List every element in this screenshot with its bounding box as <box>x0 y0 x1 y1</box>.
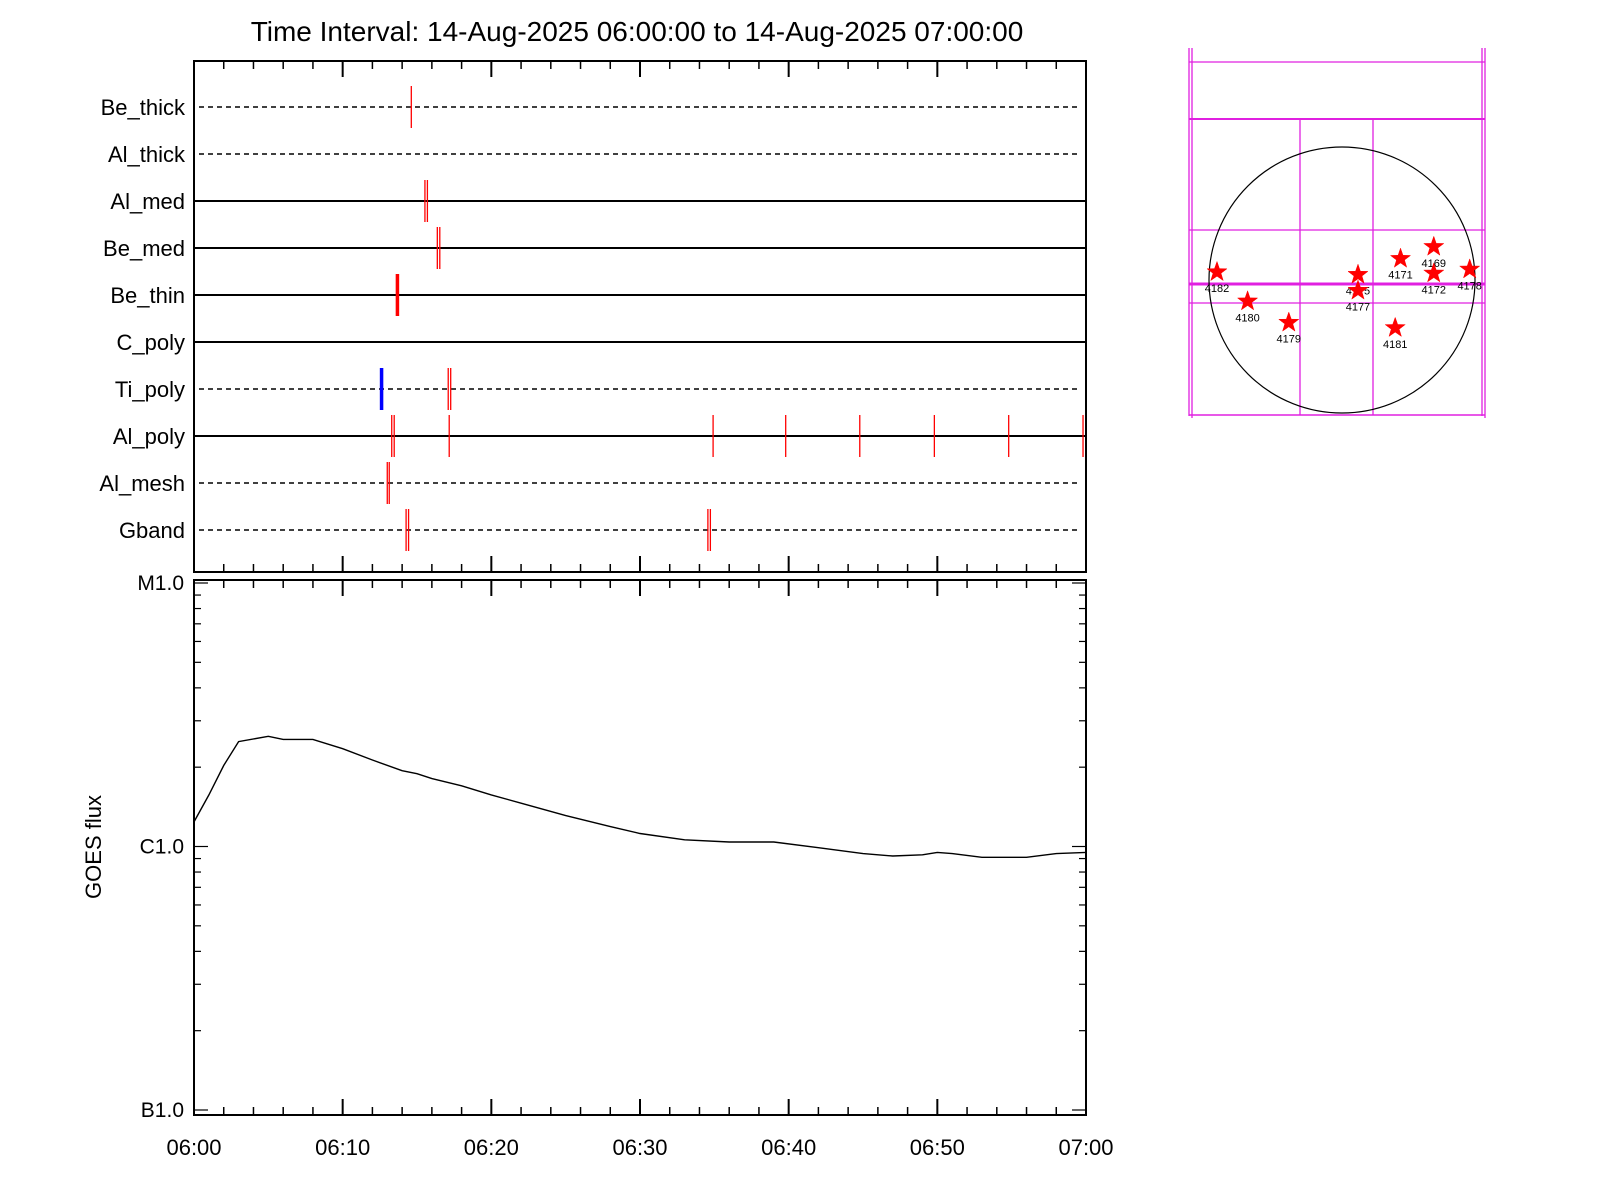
goes-y-tick-label: B1.0 <box>141 1099 184 1122</box>
region-label-4179: 4179 <box>1277 334 1301 346</box>
chart-title: Time Interval: 14-Aug-2025 06:00:00 to 1… <box>251 16 1024 47</box>
goes-x-tick-label: 06:50 <box>910 1135 965 1160</box>
goes-y-axis-label: GOES flux <box>81 795 106 899</box>
region-star-4175 <box>1347 263 1369 284</box>
timeline-frame <box>193 60 1087 573</box>
region-label-4177: 4177 <box>1346 302 1370 314</box>
region-star-4172 <box>1423 262 1445 283</box>
region-star-4180 <box>1236 290 1259 311</box>
goes-x-tick-label: 06:20 <box>464 1135 519 1160</box>
goes-x-tick-label: 06:10 <box>315 1135 370 1160</box>
region-star-4171 <box>1389 247 1412 268</box>
row-label-Ti_poly: Ti_poly <box>115 377 185 402</box>
row-label-Al_med: Al_med <box>110 189 185 214</box>
row-label-Be_thin: Be_thin <box>110 283 185 308</box>
region-label-4178: 4178 <box>1457 280 1481 292</box>
row-label-Al_mesh: Al_mesh <box>99 471 185 496</box>
row-label-C_poly: C_poly <box>117 330 185 355</box>
row-label-Al_thick: Al_thick <box>108 142 186 167</box>
goes-x-tick-label: 06:40 <box>761 1135 816 1160</box>
goes-flux-line <box>193 735 1087 858</box>
region-label-4182: 4182 <box>1205 283 1229 295</box>
region-label-4181: 4181 <box>1383 339 1407 351</box>
region-star-4177 <box>1347 279 1369 300</box>
goes-layer: B1.0 C1.0 M1.0 06:00 06:10 06:20 06:30 06:40 06:… <box>137 572 1113 1160</box>
goes-x-tick-label: 06:00 <box>166 1135 221 1160</box>
goes-x-tick-label: 06:30 <box>612 1135 667 1160</box>
solar-limb-circle <box>1208 146 1476 414</box>
row-label-Be_med: Be_med <box>103 236 185 261</box>
row-label-Gband: Gband <box>119 518 185 543</box>
region-label-4180: 4180 <box>1235 312 1259 324</box>
row-label-Al_poly: Al_poly <box>113 424 185 449</box>
goes-x-tick-label: 07:00 <box>1058 1135 1113 1160</box>
goes-plot-frame <box>193 579 1087 1116</box>
region-star-4169 <box>1423 235 1445 256</box>
solar-disk-map: 4182418041794175417741714169417241784181 <box>1188 48 1486 418</box>
region-star-4181 <box>1384 316 1406 338</box>
region-star-4179 <box>1278 311 1300 332</box>
region-star-4182 <box>1206 260 1228 282</box>
row-label-Be_thick: Be_thick <box>101 95 186 120</box>
region-star-4178 <box>1458 258 1481 279</box>
region-label-4171: 4171 <box>1388 270 1412 282</box>
goes-y-tick-label: M1.0 <box>137 572 184 595</box>
region-label-4172: 4172 <box>1422 284 1446 296</box>
timeline-layer: Be_thick Al_thick Al_med Be_med Be_thin C_pol… <box>99 61 1087 572</box>
goes-y-tick-label: C1.0 <box>140 836 184 859</box>
